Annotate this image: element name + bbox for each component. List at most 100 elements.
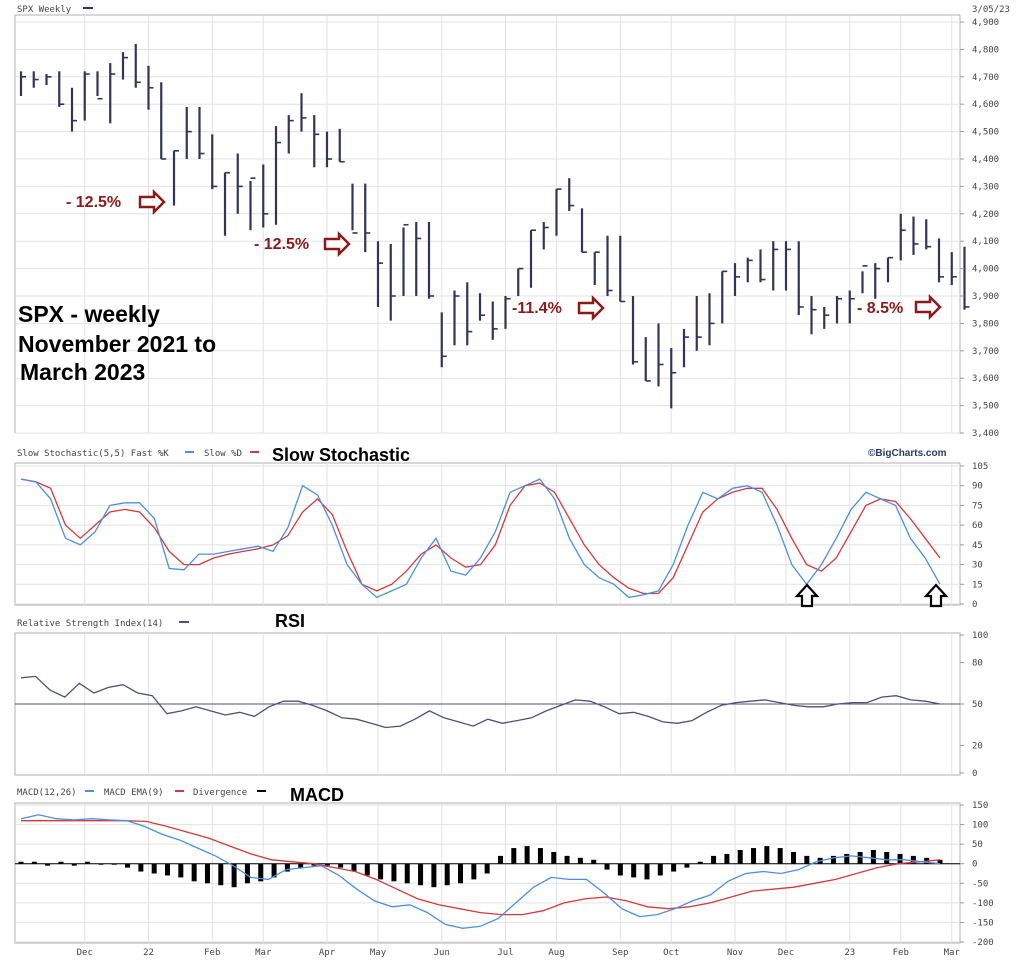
divergence-bar <box>258 863 264 882</box>
rsi-legend-label: Relative Strength Index(14) <box>17 619 163 629</box>
divergence-bar <box>697 861 703 864</box>
y-tick-label: 30 <box>972 561 983 571</box>
y-tick-label: 20 <box>972 741 983 751</box>
right-arrow-icon <box>323 230 351 258</box>
divergence-bar <box>45 863 51 866</box>
macd-lines <box>20 814 941 929</box>
x-tick-label: Feb <box>204 948 220 958</box>
divergence-bar <box>418 863 424 886</box>
divergence-bar <box>71 863 77 866</box>
bigcharts-watermark: ©BigCharts.com <box>868 448 947 459</box>
divergence-bar <box>884 851 890 864</box>
divergence-bar <box>231 863 237 888</box>
y-tick-label: 0 <box>972 860 977 870</box>
y-tick-label: 60 <box>972 521 983 531</box>
x-axis: Dec 22 Feb Mar Apr May Jun Jul Aug Sep Oct Nov Dec 23… <box>77 948 961 958</box>
x-tick-label: Nov <box>727 948 743 958</box>
header-date: 3/05/23 <box>972 5 1010 15</box>
price-y-tick-label: 3,800 <box>972 319 999 329</box>
stochastic-lines <box>20 478 941 599</box>
right-arrow-icon <box>138 188 166 216</box>
divergence-bar <box>724 853 730 864</box>
divergence-bar <box>511 848 517 864</box>
divergence-bar <box>684 863 690 868</box>
price-y-tick-label: 3,400 <box>972 429 999 439</box>
divergence-bar <box>804 855 810 864</box>
divergence-bar <box>404 863 410 884</box>
divergence-bar <box>204 863 210 884</box>
big-label-line-2: November 2021 to <box>18 331 216 357</box>
y-tick-label: 15 <box>972 580 983 590</box>
drop-annotation-1: - 12.5% <box>66 188 166 216</box>
price-y-tick-label: 4,600 <box>972 100 999 110</box>
divergence-bar <box>617 863 623 876</box>
price-y-tick-label: 3,600 <box>972 374 999 384</box>
price-y-tick-label: 4,200 <box>972 210 999 220</box>
divergence-bar <box>604 863 610 870</box>
y-tick-label: 0 <box>972 600 977 610</box>
divergence-bar <box>937 859 943 864</box>
rsi-grid <box>15 633 960 775</box>
price-panel-frame <box>14 14 961 434</box>
x-tick-label: May <box>370 948 387 958</box>
divergence-bar <box>58 861 64 864</box>
divergence-bar <box>671 863 677 872</box>
divergence-bar <box>178 863 184 878</box>
x-tick-label: Dec <box>77 948 93 958</box>
divergence-bar <box>764 846 770 864</box>
x-tick-label: Apr <box>319 948 336 958</box>
divergence-bar <box>591 859 597 864</box>
divergence-bar <box>711 855 717 864</box>
divergence-bar <box>284 863 290 872</box>
macd-line <box>20 814 941 929</box>
y-tick-label: 50 <box>972 840 983 850</box>
divergence-bar <box>364 863 370 876</box>
divergence-bar <box>737 850 743 864</box>
divergence-bar <box>165 863 171 876</box>
stochastic-panel: 0 15 30 45 60 75 90 105 <box>14 462 988 610</box>
rsi-y-axis: 0 20 50 80 100 <box>960 631 988 779</box>
divergence-bar <box>351 863 357 872</box>
stochastic-title: Slow Stochastic <box>272 445 410 465</box>
price-bars <box>19 43 970 409</box>
macd-ema-line <box>21 820 941 916</box>
drop-annotation-2: - 12.5% <box>254 230 351 258</box>
price-y-axis: 3,400 3,500 3,600 3,700 3,800 3,900 4,000 4,100… <box>960 18 999 439</box>
big-label-line-1: SPX - weekly <box>18 301 160 327</box>
price-y-tick-label: 3,500 <box>972 402 999 412</box>
divergence-bar <box>298 863 304 868</box>
x-tick-label: Feb <box>893 948 909 958</box>
x-tick-label: Aug <box>548 948 564 958</box>
price-y-tick-label: 3,900 <box>972 292 999 302</box>
x-tick-label: 23 <box>844 948 855 958</box>
divergence-bar <box>378 863 384 880</box>
divergence-bar <box>111 863 117 865</box>
divergence-bar <box>537 848 543 864</box>
drop-label-2: - 12.5% <box>254 236 309 253</box>
divergence-bar <box>844 853 850 864</box>
price-y-tick-label: 3,700 <box>972 347 999 357</box>
x-tick-label: Dec <box>778 948 794 958</box>
divergence-bar <box>444 863 450 886</box>
divergence-bar <box>151 863 157 874</box>
y-tick-label: 90 <box>972 482 983 492</box>
divergence-bar <box>311 863 317 866</box>
divergence-bar <box>191 863 197 882</box>
y-tick-label: 100 <box>972 631 988 641</box>
divergence-bar <box>497 855 503 864</box>
x-tick-label: Mar <box>944 948 961 958</box>
price-header-title: SPX Weekly <box>17 5 72 15</box>
price-y-tick-label: 4,800 <box>972 45 999 55</box>
price-y-tick-label: 4,900 <box>972 18 999 28</box>
right-arrow-icon <box>577 294 605 322</box>
divergence-bar <box>644 863 650 880</box>
stochastic-legend-label: Slow Stochastic(5,5) Fast %K <box>17 449 169 459</box>
divergence-bar <box>125 863 131 868</box>
y-tick-label: 50 <box>972 700 983 710</box>
divergence-bar <box>551 851 557 864</box>
price-y-tick-label: 4,500 <box>972 128 999 138</box>
up-arrow-icon <box>794 583 820 608</box>
slow-d-legend-label: Slow %D <box>204 449 242 459</box>
x-tick-label: Jul <box>497 948 513 958</box>
